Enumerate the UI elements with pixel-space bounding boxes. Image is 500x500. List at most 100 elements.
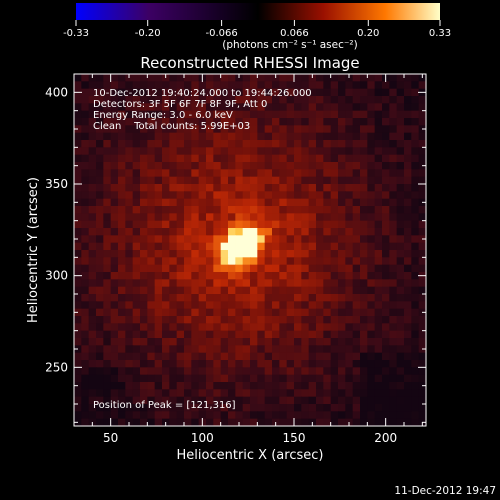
heatmap-pixel <box>382 140 390 148</box>
heatmap-pixel <box>323 213 331 221</box>
heatmap-pixel <box>309 162 317 170</box>
heatmap-pixel <box>411 147 419 155</box>
heatmap-pixel <box>96 419 104 427</box>
heatmap-pixel <box>74 96 82 104</box>
heatmap-pixel <box>338 250 346 258</box>
heatmap-pixel <box>140 375 148 383</box>
heatmap-pixel <box>265 323 273 331</box>
heatmap-pixel <box>382 81 390 89</box>
heatmap-pixel <box>206 257 214 265</box>
heatmap-pixel <box>177 206 185 214</box>
heatmap-pixel <box>133 367 141 375</box>
heatmap-pixel <box>404 177 412 185</box>
heatmap-pixel <box>375 375 383 383</box>
heatmap-pixel <box>411 96 419 104</box>
heatmap-pixel <box>411 111 419 119</box>
heatmap-pixel <box>411 206 419 214</box>
heatmap-pixel <box>89 162 97 170</box>
heatmap-pixel <box>287 155 295 163</box>
heatmap-pixel <box>169 140 177 148</box>
heatmap-pixel <box>367 287 375 295</box>
heatmap-pixel <box>389 228 397 236</box>
heatmap-pixel <box>103 294 111 302</box>
heatmap-pixel <box>294 375 302 383</box>
heatmap-pixel <box>316 382 324 390</box>
heatmap-pixel <box>382 243 390 251</box>
heatmap-pixel <box>272 287 280 295</box>
heatmap-pixel <box>389 272 397 280</box>
heatmap-pixel <box>360 338 368 346</box>
heatmap-pixel <box>353 155 361 163</box>
heatmap-pixel <box>133 345 141 353</box>
heatmap-pixel <box>257 375 265 383</box>
heatmap-pixel <box>309 213 317 221</box>
heatmap-pixel <box>287 169 295 177</box>
heatmap-pixel <box>279 155 287 163</box>
heatmap-pixel <box>419 118 427 126</box>
heatmap-pixel <box>331 184 339 192</box>
heatmap-pixel <box>294 419 302 427</box>
heatmap-pixel <box>89 133 97 141</box>
heatmap-pixel <box>147 155 155 163</box>
heatmap-pixel <box>331 125 339 133</box>
heatmap-pixel <box>250 162 258 170</box>
heatmap-pixel <box>125 301 133 309</box>
heatmap-pixel <box>257 367 265 375</box>
heatmap-pixel <box>265 272 273 280</box>
heatmap-pixel <box>228 345 236 353</box>
heatmap-pixel <box>331 353 339 361</box>
heatmap-pixel <box>213 301 221 309</box>
heatmap-pixel <box>419 177 427 185</box>
heatmap-pixel <box>338 169 346 177</box>
heatmap-pixel <box>272 397 280 405</box>
heatmap-pixel <box>272 367 280 375</box>
heatmap-pixel <box>397 213 405 221</box>
heatmap-pixel <box>345 272 353 280</box>
heatmap-pixel <box>155 353 163 361</box>
heatmap-pixel <box>125 345 133 353</box>
heatmap-pixel <box>301 162 309 170</box>
heatmap-pixel <box>375 279 383 287</box>
heatmap-pixel <box>316 279 324 287</box>
heatmap-pixel <box>323 294 331 302</box>
heatmap-pixel <box>243 404 251 412</box>
heatmap-pixel <box>331 338 339 346</box>
heatmap-pixel <box>111 177 119 185</box>
heatmap-pixel <box>360 272 368 280</box>
heatmap-pixel <box>265 250 273 258</box>
heatmap-pixel <box>140 294 148 302</box>
heatmap-pixel <box>177 294 185 302</box>
heatmap-pixel <box>206 243 214 251</box>
heatmap-pixel <box>360 345 368 353</box>
heatmap-pixel <box>360 404 368 412</box>
heatmap-pixel <box>221 199 229 207</box>
heatmap-pixel <box>265 411 273 419</box>
heatmap-pixel <box>257 191 265 199</box>
heatmap-pixel <box>404 338 412 346</box>
heatmap-pixel <box>74 221 82 229</box>
heatmap-pixel <box>279 411 287 419</box>
footer-timestamp: 11-Dec-2012 19:47 <box>394 485 496 497</box>
heatmap-pixel <box>169 213 177 221</box>
heatmap-pixel <box>331 411 339 419</box>
heatmap-pixel <box>111 309 119 317</box>
heatmap-pixel <box>155 411 163 419</box>
heatmap-pixel <box>279 103 287 111</box>
heatmap-pixel <box>206 169 214 177</box>
heatmap-pixel <box>294 411 302 419</box>
heatmap-pixel <box>96 221 104 229</box>
heatmap-pixel <box>250 111 258 119</box>
heatmap-pixel <box>316 103 324 111</box>
heatmap-pixel <box>294 74 302 82</box>
heatmap-pixel <box>404 279 412 287</box>
heatmap-pixel <box>375 206 383 214</box>
heatmap-pixel <box>147 353 155 361</box>
heatmap-pixel <box>411 81 419 89</box>
heatmap-pixel <box>323 118 331 126</box>
heatmap-pixel <box>265 228 273 236</box>
heatmap-pixel <box>235 375 243 383</box>
heatmap-pixel <box>419 389 427 397</box>
heatmap-pixel <box>140 243 148 251</box>
heatmap-pixel <box>279 294 287 302</box>
heatmap-pixel <box>338 309 346 317</box>
